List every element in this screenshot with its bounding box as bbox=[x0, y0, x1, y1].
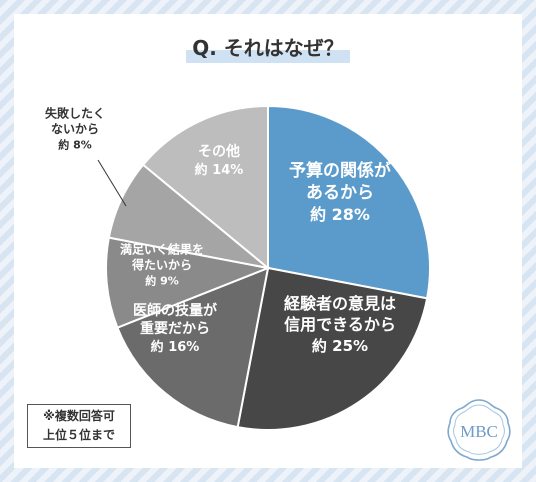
slice-label-line-6-1: その他 bbox=[198, 143, 240, 160]
logo-text: MBC bbox=[460, 422, 498, 441]
slice-label-line-4-1: 満足いく結果を bbox=[120, 241, 204, 256]
slice-label-4: 満足いく結果を得たいから約 9% bbox=[120, 241, 204, 287]
slice-label-6: その他約 14% bbox=[195, 143, 244, 178]
pie-slice-3 bbox=[116, 266, 270, 429]
slice-label-line-2-1: 経験者の意見は bbox=[284, 294, 396, 313]
slice-value-5: 約 8% bbox=[58, 138, 92, 152]
leader-line bbox=[97, 159, 127, 207]
slice-value-6: 約 14% bbox=[195, 162, 244, 178]
slice-value-3: 約 16% bbox=[151, 339, 200, 355]
chart-title: Q. それはなぜ？ bbox=[0, 32, 536, 63]
slice-label-line-3-2: 重要だから bbox=[140, 320, 210, 337]
mbc-logo: MBC bbox=[447, 399, 511, 461]
slice-label-line-3-1: 医師の技量が bbox=[133, 302, 218, 319]
note-box: ※複数回答可 上位５位まで bbox=[27, 404, 131, 448]
slice-label-5: 失敗したくないから約 8% bbox=[45, 105, 105, 151]
note-line-1: ※複数回答可 bbox=[43, 409, 115, 423]
slice-value-2: 約 25% bbox=[312, 337, 368, 355]
pie-slice-6 bbox=[141, 104, 269, 271]
slice-label-line-4-2: 得たいから bbox=[131, 257, 192, 272]
pie-slice-4 bbox=[105, 236, 272, 329]
slice-label-line-5-2: ないから bbox=[51, 122, 99, 136]
slice-value-4: 約 9% bbox=[145, 274, 179, 288]
note-line-2: 上位５位まで bbox=[42, 428, 115, 442]
pie-slice-2 bbox=[236, 266, 429, 431]
slice-value-1: 約 28% bbox=[310, 205, 370, 224]
slice-label-line-1-2: あるから bbox=[306, 183, 374, 203]
slice-label-line-5-1: 失敗したく bbox=[45, 105, 105, 120]
pie-slice-1 bbox=[267, 104, 431, 300]
slice-label-line-2-2: 信用できるから bbox=[284, 315, 396, 334]
slice-label-2: 経験者の意見は信用できるから約 25% bbox=[284, 294, 396, 355]
slice-label-1: 予算の関係があるから約 28% bbox=[289, 160, 391, 224]
slice-label-line-1-1: 予算の関係が bbox=[289, 160, 391, 181]
chart-title-text: Q. それはなぜ？ bbox=[186, 32, 350, 63]
slice-label-3: 医師の技量が重要だから約 16% bbox=[133, 302, 218, 355]
